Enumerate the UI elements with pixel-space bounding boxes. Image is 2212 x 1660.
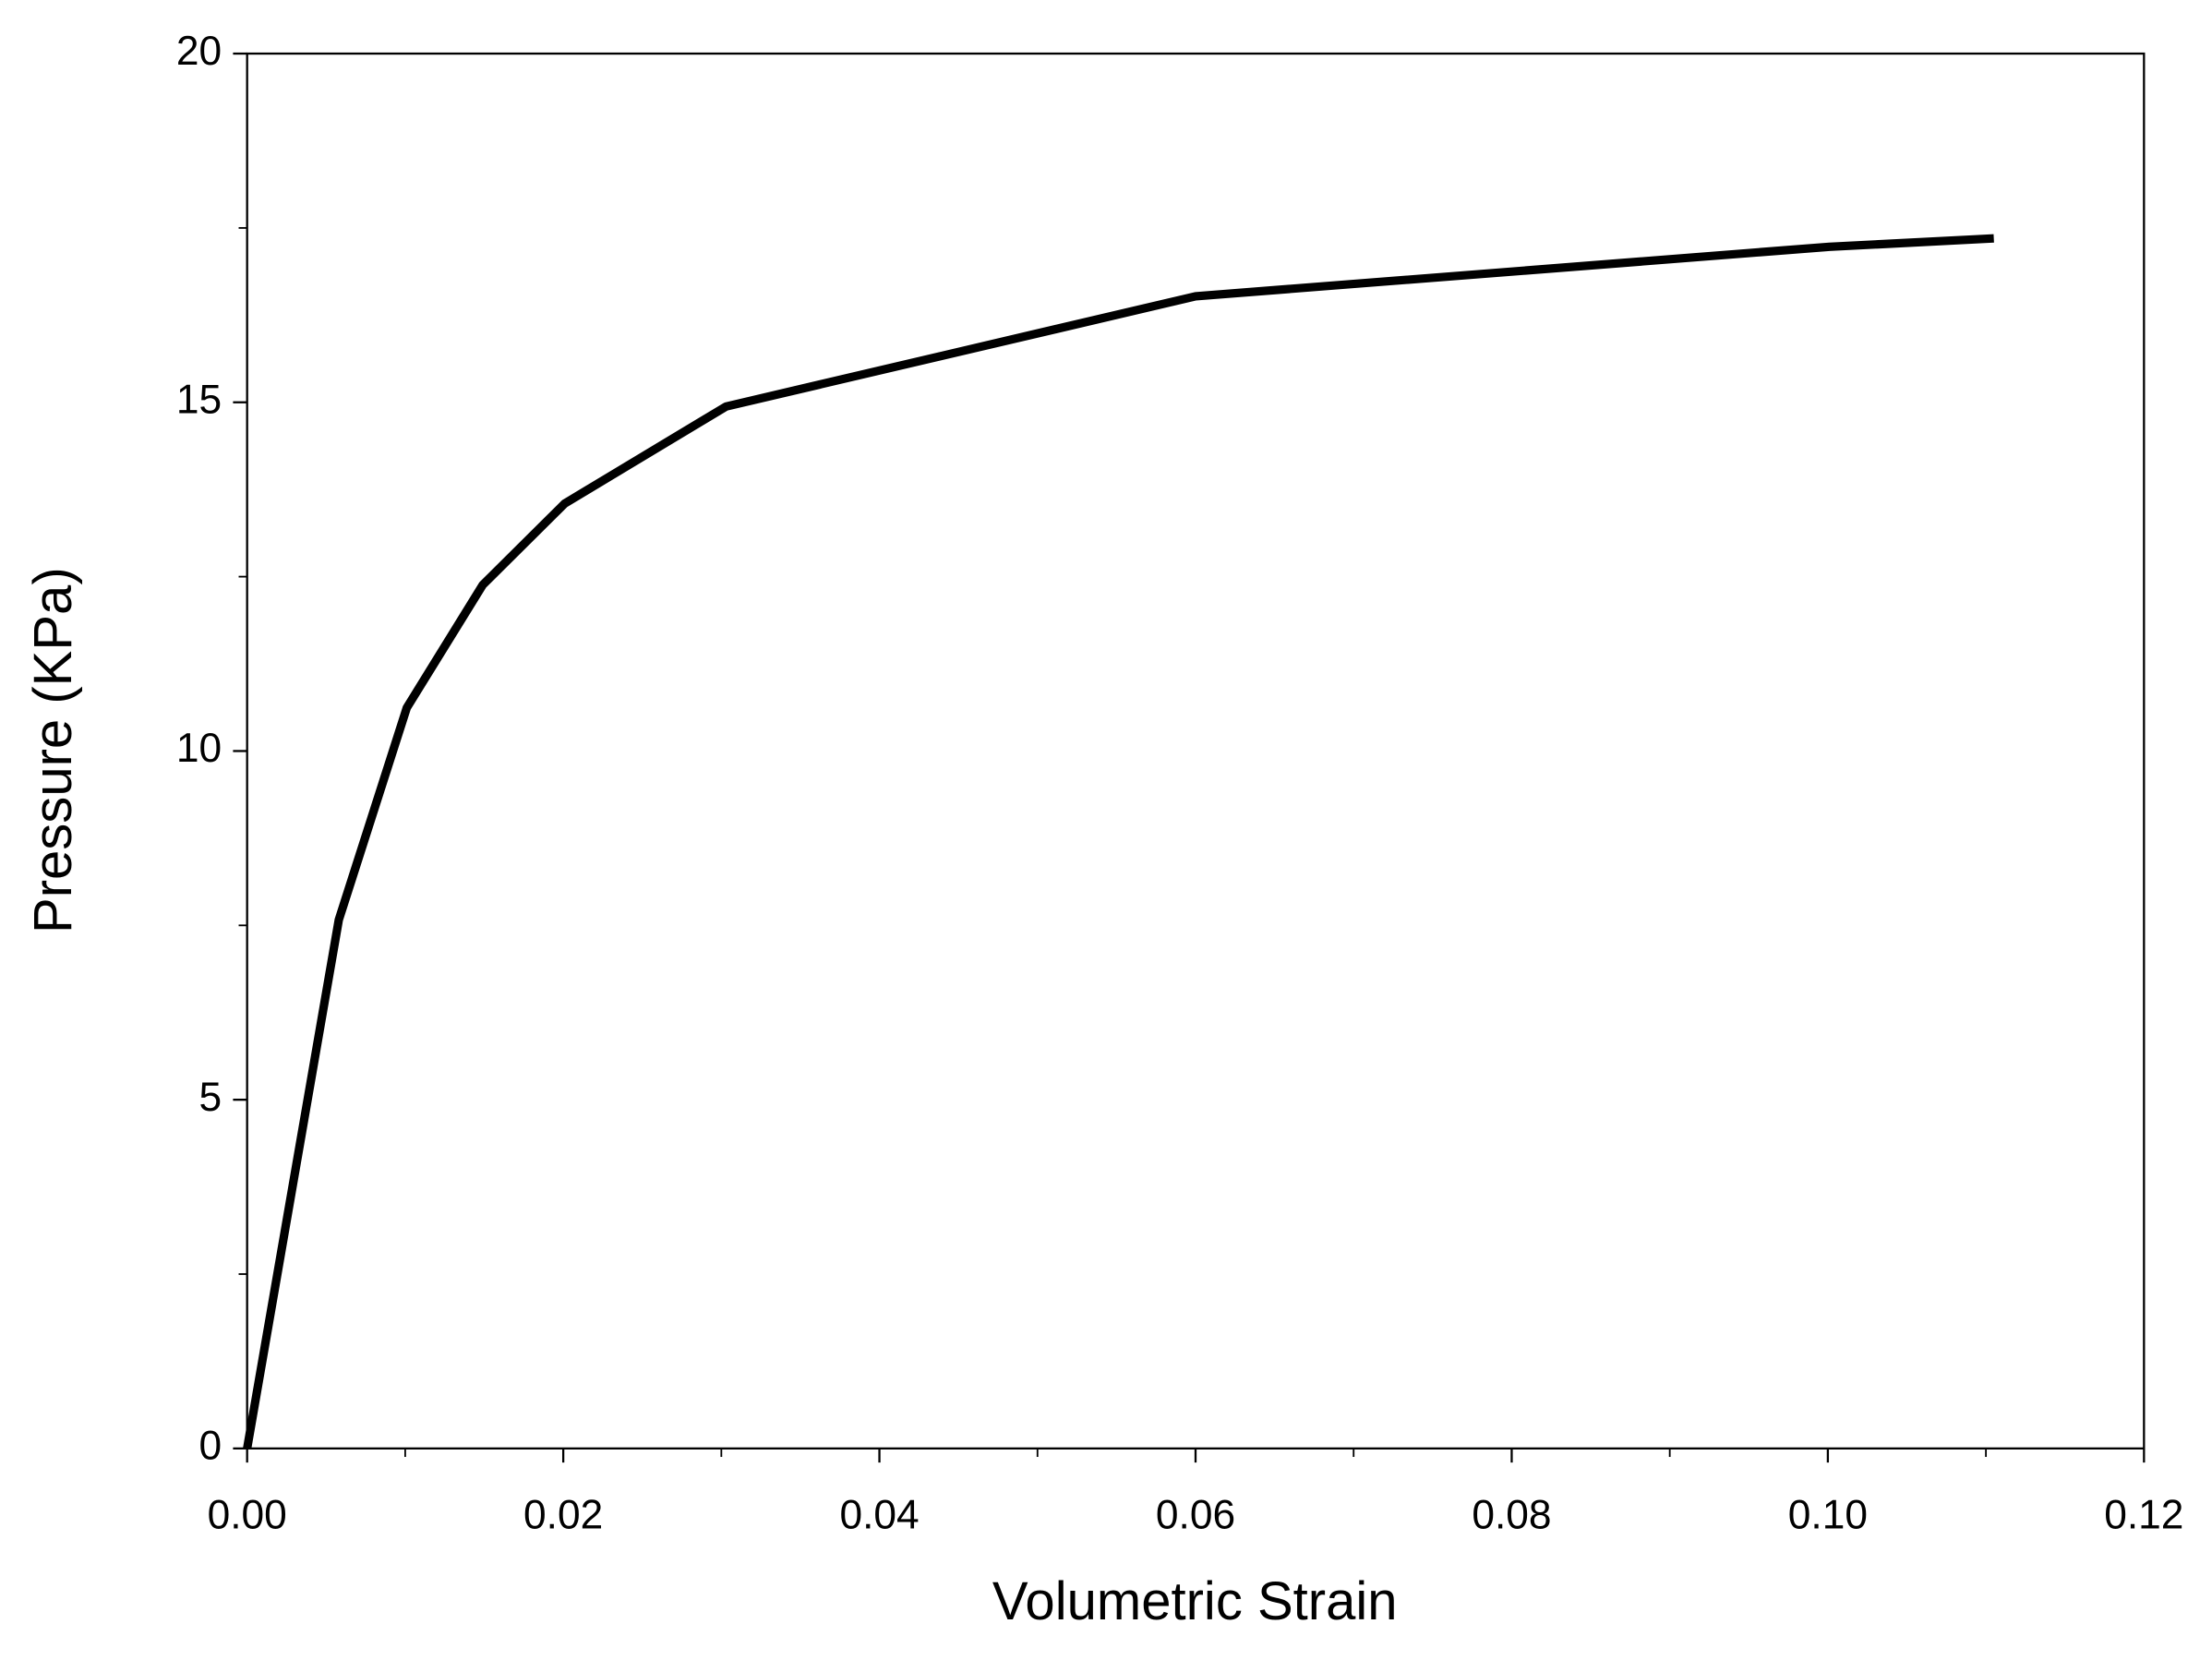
- x-tick-label: 0.08: [1472, 1492, 1551, 1537]
- x-tick-label: 0.00: [208, 1492, 287, 1537]
- x-axis-title: Volumetric Strain: [992, 1571, 1398, 1631]
- y-tick-label: 10: [176, 726, 222, 771]
- x-tick-label: 0.04: [839, 1492, 919, 1537]
- y-tick-label: 5: [199, 1075, 222, 1120]
- x-tick-label: 0.02: [523, 1492, 603, 1537]
- y-tick-label: 15: [176, 377, 222, 422]
- data-line: [243, 234, 1994, 1449]
- x-tick-label: 0.12: [2104, 1492, 2183, 1537]
- y-tick-label: 20: [176, 29, 222, 74]
- x-tick-label: 0.10: [1788, 1492, 1868, 1537]
- y-tick-label: 0: [199, 1424, 222, 1469]
- plot-frame: [246, 52, 2146, 1450]
- x-tick-label: 0.06: [1156, 1492, 1235, 1537]
- y-axis-title: Pressure (KPa): [23, 567, 83, 933]
